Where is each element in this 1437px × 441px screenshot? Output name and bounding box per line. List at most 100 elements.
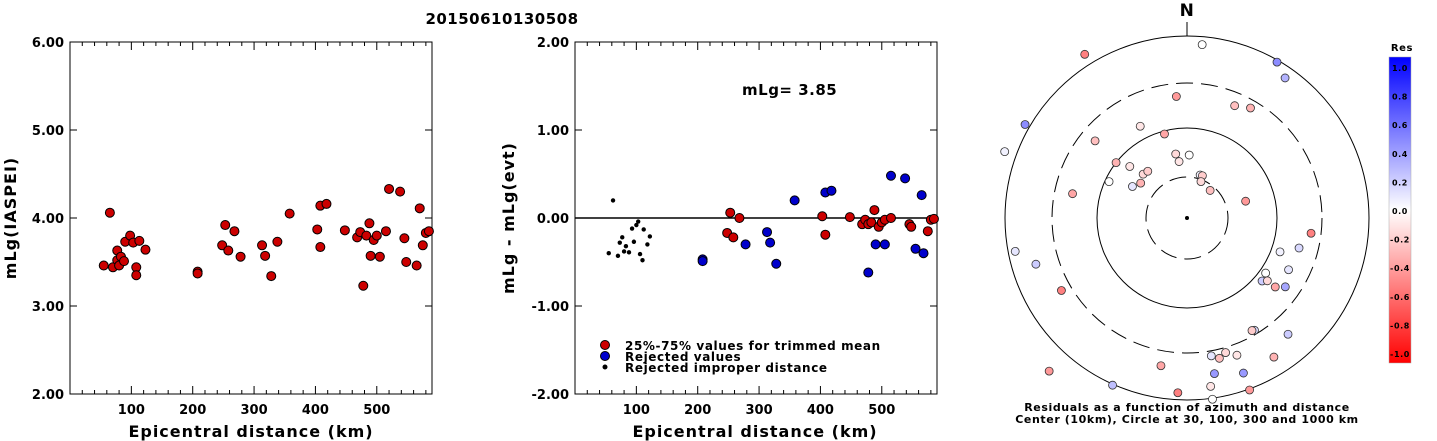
station-residual	[1208, 394, 1217, 404]
data-point	[260, 250, 271, 261]
rejected-point	[916, 190, 927, 201]
data-point	[192, 268, 203, 279]
figure-title: 20150610130508	[425, 10, 578, 28]
data-point	[374, 251, 385, 262]
station-residual	[1000, 147, 1010, 157]
rejected-point	[918, 248, 929, 259]
y-axis-label: mLg(IASPEI)	[1, 157, 20, 279]
colorbar-tick-label: -0.2	[1390, 236, 1410, 245]
station-residual	[1044, 366, 1054, 376]
data-point	[414, 203, 425, 214]
polar-panel: N Residuals as a function of azimuth and…	[1000, 1, 1370, 426]
data-point	[423, 226, 434, 237]
data-point	[371, 230, 382, 241]
chart-panel-magnitude: 2.00 3.00 4.00 5.00 6.00 100 200 300 400 500 mLg…	[1, 36, 434, 441]
legend-marker-improper	[602, 364, 608, 370]
station-residual	[1205, 186, 1215, 195]
station-residual	[1284, 265, 1293, 275]
station-residual	[1080, 49, 1090, 59]
colorbar-label: Res	[1391, 43, 1413, 54]
trimmed-mean-point	[885, 213, 896, 223]
ring-1000km	[1004, 35, 1370, 401]
y-tick-label: 3.00	[32, 300, 64, 315]
rejected-point	[740, 239, 751, 250]
y-tick-label: 2.00	[32, 388, 64, 403]
data-point	[384, 183, 395, 194]
legend-marker-trimmed	[600, 340, 610, 350]
y-tick-label: 2.00	[537, 36, 569, 51]
data-point	[361, 230, 372, 241]
station-residual	[1232, 350, 1242, 360]
station-residual	[1245, 385, 1254, 395]
colorbar-tick-label: 0.6	[1392, 121, 1408, 130]
station-residual	[1156, 361, 1166, 371]
rejected-distance-point	[623, 243, 629, 249]
trimmed-mean-point	[734, 213, 745, 223]
rejected-distance-point	[620, 235, 625, 240]
station-residual	[1261, 268, 1271, 278]
data-points	[98, 183, 434, 291]
station-residual	[1306, 228, 1316, 238]
x-tick-label: 300	[240, 403, 267, 418]
x-tick-label: 100	[623, 403, 650, 418]
station-residual	[1128, 182, 1137, 191]
station-residual	[1174, 157, 1184, 166]
colorbar-tick-label: 0.2	[1392, 178, 1408, 187]
trimmed-mean-point	[866, 217, 877, 228]
rejected-distance-point	[610, 198, 616, 203]
data-point	[223, 245, 234, 256]
trimmed-mean-point	[844, 212, 855, 223]
rejected-distance-point	[635, 219, 641, 224]
data-point	[401, 257, 412, 267]
legend-marker-rejected	[600, 351, 610, 361]
rejected-point	[885, 170, 896, 181]
rejected-point	[870, 239, 881, 250]
rejected-distance-point	[629, 226, 635, 231]
x-tick-label: 400	[302, 403, 329, 418]
station-residual	[1280, 73, 1290, 83]
data-point	[104, 207, 115, 218]
data-point	[312, 224, 323, 235]
station-residual	[1010, 246, 1020, 256]
y-tick-label: 5.00	[32, 124, 64, 139]
caption-line-1: Residuals as a function of azimuth and d…	[1024, 401, 1350, 414]
data-point	[229, 226, 240, 237]
data-point	[380, 226, 391, 237]
trimmed-mean-point	[728, 232, 739, 243]
colorbar-tick-label: 0.0	[1392, 207, 1408, 216]
y-tick-label: 4.00	[32, 212, 64, 227]
y-tick-label: 0.00	[537, 212, 569, 227]
y-tick-label: 6.00	[32, 36, 64, 51]
y-axis-label: mLg - mLg(evt)	[499, 142, 518, 294]
station-residual	[1184, 150, 1194, 160]
data-point	[395, 186, 406, 197]
colorbar-tick-label: -0.6	[1390, 293, 1410, 302]
station-residual	[1283, 329, 1293, 339]
y-tick-label: 1.00	[537, 124, 569, 139]
station-residual	[1031, 259, 1041, 269]
x-tick-label: 200	[684, 403, 711, 418]
colorbar-gradient	[1388, 56, 1412, 364]
colorbar: Res 1.0 0.8 0.6 0.4 0.2 0.0 -0.2 -0.4 -0.6 -0.8 -1…	[1388, 43, 1413, 364]
data-point	[365, 250, 376, 261]
chart-panel-residuals: -2.00 -1.00 0.00 1.00 2.00 100 200 300 400 500 m…	[499, 36, 939, 441]
rejected-point	[697, 256, 708, 267]
station-residual	[1230, 101, 1240, 111]
data-point	[140, 244, 151, 255]
data-points	[606, 170, 939, 278]
station-residual	[1020, 120, 1030, 129]
rejected-distance-point	[641, 227, 646, 232]
station-residual	[1125, 162, 1135, 171]
station-residual	[1247, 326, 1257, 335]
station-residual	[1108, 380, 1117, 390]
station-residual	[1135, 121, 1145, 131]
rejected-distance-point	[631, 239, 637, 244]
data-point	[134, 235, 145, 246]
data-point	[220, 220, 231, 231]
data-point	[399, 233, 410, 244]
legend-label-improper: Rejected improper distance	[625, 361, 828, 375]
data-point	[364, 218, 375, 229]
legend-label-trimmed: 25%-75% values for trimmed mean	[625, 339, 881, 353]
station-residual	[1270, 282, 1280, 292]
